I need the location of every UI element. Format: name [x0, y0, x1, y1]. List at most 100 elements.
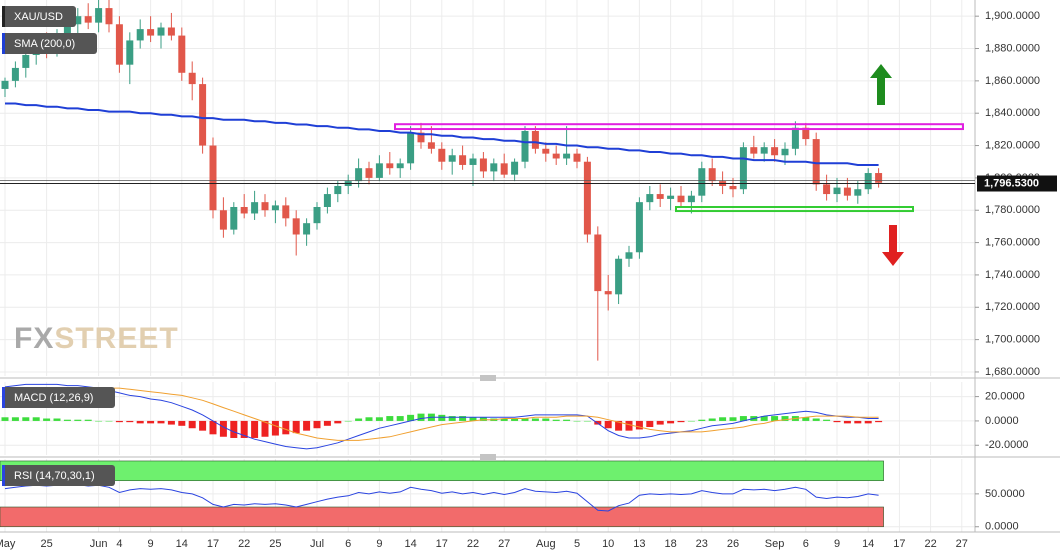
candle-body — [427, 142, 435, 149]
y-tick-label: 0.0000 — [985, 521, 1019, 533]
legend-box[interactable] — [2, 465, 115, 486]
x-tick-label: 22 — [238, 538, 250, 550]
x-tick-label: 14 — [404, 538, 416, 550]
x-tick-label: May — [0, 538, 16, 550]
histogram-bar — [583, 420, 591, 422]
down-arrow — [882, 225, 904, 266]
x-tick-label: 27 — [956, 538, 968, 550]
candle-body — [875, 173, 883, 183]
histogram-bar — [563, 419, 571, 421]
x-tick-label: 9 — [834, 538, 840, 550]
x-tick-label: 9 — [148, 538, 154, 550]
rsi-band — [0, 506, 884, 528]
legend-box[interactable] — [2, 6, 76, 27]
x-tick-label: Sep — [765, 538, 785, 550]
histogram-bar — [147, 420, 155, 424]
candle-body — [11, 67, 19, 81]
histogram-bar — [542, 418, 550, 421]
histogram-bar — [375, 417, 383, 421]
histogram-bar — [344, 420, 352, 422]
price-label-box — [977, 175, 1057, 192]
histogram-bar — [812, 418, 820, 421]
histogram-bar — [615, 420, 623, 431]
candle-body — [417, 132, 425, 143]
legend-swatch — [2, 6, 5, 27]
candle-body — [843, 187, 851, 196]
candle-body — [750, 147, 758, 154]
resize-handle[interactable] — [480, 375, 496, 381]
histogram-bar — [438, 414, 446, 421]
histogram-bar — [167, 420, 175, 425]
macd-panel — [1, 383, 883, 450]
histogram-bar — [282, 420, 290, 435]
sma-line — [5, 102, 879, 166]
candle-body — [22, 54, 30, 68]
candle-body — [396, 163, 404, 169]
candle-body — [802, 127, 810, 140]
watermark-part: STREET — [54, 322, 178, 355]
candle-body — [115, 24, 123, 65]
histogram-bar — [781, 416, 789, 421]
x-tick-label: 6 — [803, 538, 809, 550]
x-tick-label: 23 — [696, 538, 708, 550]
grid-layer — [0, 0, 975, 532]
candle-body — [375, 163, 383, 178]
x-tick-label: 18 — [664, 538, 676, 550]
legend-label: XAU/USD — [14, 11, 63, 23]
histogram-bar — [823, 419, 831, 421]
candle-body — [157, 27, 165, 36]
candle-body — [677, 195, 685, 203]
histogram-bar — [875, 420, 883, 423]
histogram-bar — [521, 418, 529, 421]
candle-body — [490, 163, 498, 172]
histogram-bar — [771, 416, 779, 421]
histogram-bar — [646, 420, 654, 428]
x-tick-label: 17 — [893, 538, 905, 550]
histogram-bar — [230, 420, 238, 438]
candle-body — [823, 184, 831, 195]
histogram-bar — [313, 420, 321, 429]
resize-handle[interactable] — [480, 454, 496, 460]
y-tick-label: 1,860.0000 — [985, 75, 1040, 87]
histogram-bar — [594, 420, 602, 425]
histogram-bar — [209, 420, 217, 435]
candle-body — [771, 147, 779, 156]
histogram-bar — [802, 417, 810, 421]
watermark: FXSTREET — [14, 322, 179, 355]
x-tick-label: 17 — [436, 538, 448, 550]
candle-body — [646, 194, 654, 203]
x-tick-label: 10 — [602, 538, 614, 550]
histogram-bar — [303, 420, 311, 431]
candle-body — [386, 163, 394, 169]
histogram-bar — [511, 418, 519, 421]
candle-body — [791, 127, 799, 149]
x-tick-label: Jun — [90, 538, 108, 550]
x-tick-label: 25 — [40, 538, 52, 550]
legend-box[interactable] — [2, 387, 115, 408]
histogram-bar — [386, 416, 394, 421]
x-tick-label: 14 — [862, 538, 874, 550]
x-tick-label: 26 — [727, 538, 739, 550]
legend-swatch — [2, 387, 5, 408]
candle-body — [126, 40, 134, 65]
y-tick-label: 1,680.0000 — [985, 366, 1040, 378]
histogram-bar — [251, 420, 259, 438]
candle-body — [188, 72, 196, 85]
legend-label: RSI (14,70,30,1) — [14, 470, 95, 482]
histogram-bar — [115, 420, 123, 423]
histogram-bar — [552, 419, 560, 421]
histogram-bar — [43, 418, 51, 421]
legend-label: MACD (12,26,9) — [14, 392, 93, 404]
candle-body — [230, 207, 238, 230]
candle-body — [63, 24, 71, 36]
candle-body — [854, 189, 862, 196]
legend-box[interactable] — [2, 33, 97, 54]
candle-body — [583, 161, 591, 235]
histogram-bar — [708, 418, 716, 421]
histogram-bar — [739, 416, 747, 421]
histogram-bar — [687, 420, 695, 422]
histogram-bar — [178, 420, 186, 426]
histogram-bar — [417, 413, 425, 421]
candle-body — [303, 223, 311, 235]
candle-body — [1, 80, 9, 89]
